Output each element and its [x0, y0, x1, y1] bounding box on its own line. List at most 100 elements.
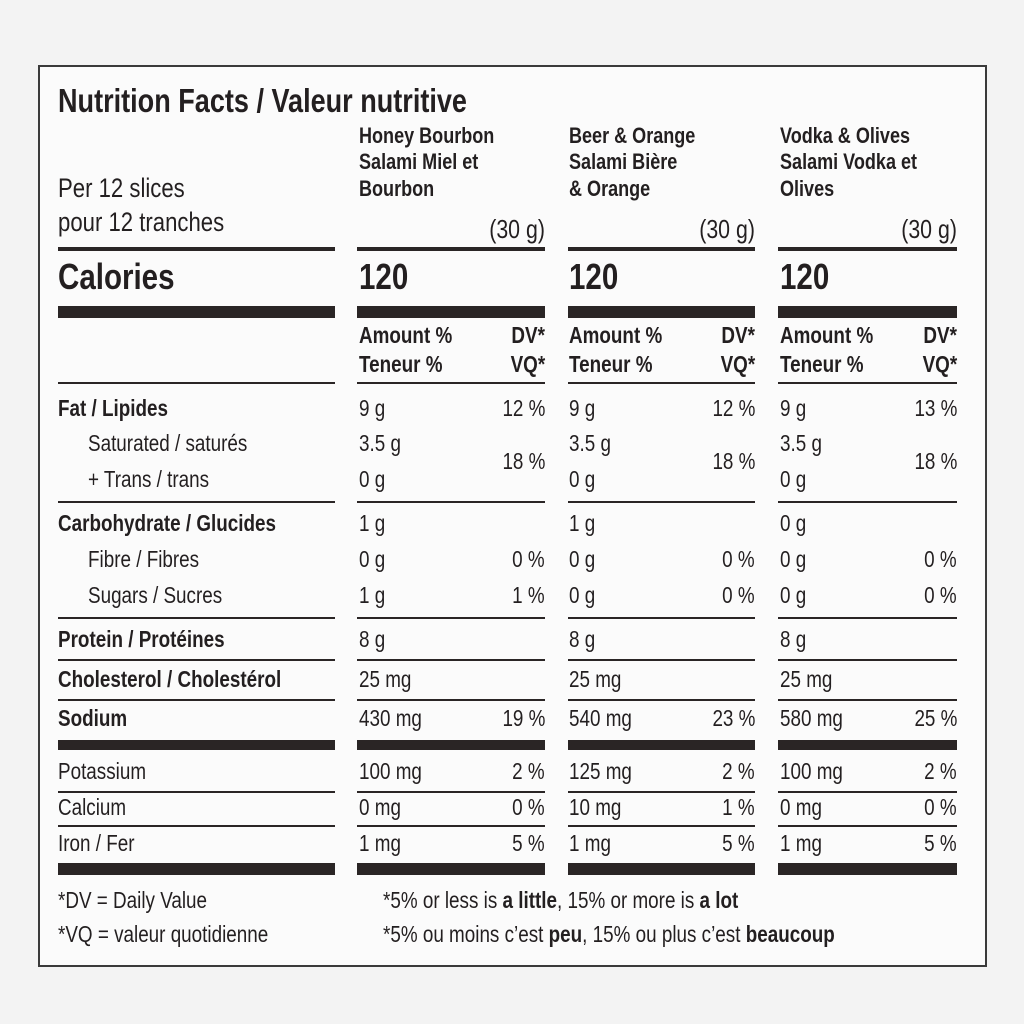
- footnote-part: a lot: [699, 887, 739, 914]
- rule: [568, 659, 755, 661]
- amount: 540 mg: [569, 705, 632, 732]
- daily-value: 18 %: [502, 448, 545, 475]
- daily-value: 13 %: [914, 395, 957, 422]
- column-header: Amount %: [780, 322, 874, 349]
- rule: [357, 699, 545, 701]
- calories-value: 120: [569, 256, 619, 298]
- rule: [58, 617, 335, 619]
- rule: [778, 699, 957, 701]
- rule: [58, 825, 335, 827]
- footnote-part: peu: [548, 921, 583, 948]
- rule: [778, 617, 957, 619]
- rule: [568, 825, 755, 827]
- amount: 0 g: [569, 546, 596, 573]
- rule: [778, 247, 957, 251]
- product-name: Honey Bourbon: [359, 122, 495, 148]
- serving-text: pour 12 tranches: [58, 206, 225, 237]
- product-name: Olives: [780, 175, 835, 201]
- daily-value: 19 %: [502, 705, 545, 732]
- rule: [357, 863, 545, 875]
- amount: 1 mg: [780, 830, 822, 857]
- daily-value: 25 %: [914, 705, 957, 732]
- footnote-part: , 15% or more is: [556, 887, 700, 914]
- rule: [778, 659, 957, 661]
- footnote-part: , 15% ou plus c’est: [582, 921, 746, 948]
- daily-value: 12 %: [502, 395, 545, 422]
- amount: 0 g: [780, 582, 807, 609]
- column-header: DV*: [923, 322, 957, 349]
- daily-value: 18 %: [914, 448, 957, 475]
- product-name: & Orange: [569, 175, 651, 201]
- amount: 125 mg: [569, 758, 632, 785]
- product-name: Bourbon: [359, 175, 435, 201]
- nutrient-label: Carbohydrate / Glucides: [58, 510, 277, 537]
- title: Nutrition Facts / Valeur nutritive: [58, 82, 467, 120]
- rule: [58, 740, 335, 750]
- daily-value: 1 %: [722, 794, 755, 821]
- daily-value: 0 %: [924, 794, 957, 821]
- rule: [58, 791, 335, 793]
- amount: 0 g: [569, 466, 596, 493]
- column-header: Teneur %: [780, 351, 864, 378]
- amount: 25 mg: [780, 666, 833, 693]
- nutrient-label: Sodium: [58, 705, 128, 732]
- serving-size: (30 g): [489, 214, 545, 245]
- nutrition-label: [38, 65, 987, 967]
- rule: [568, 382, 755, 384]
- daily-value: 2 %: [924, 758, 957, 785]
- daily-value: 18 %: [712, 448, 755, 475]
- amount: 1 mg: [569, 830, 611, 857]
- nutrient-label: Calcium: [58, 794, 127, 821]
- amount: 9 g: [359, 395, 386, 422]
- rule: [357, 382, 545, 384]
- amount: 10 mg: [569, 794, 622, 821]
- rule: [58, 863, 335, 875]
- amount: 9 g: [569, 395, 596, 422]
- amount: 580 mg: [780, 705, 843, 732]
- column-header: DV*: [511, 322, 545, 349]
- rule: [778, 382, 957, 384]
- rule: [568, 306, 755, 318]
- amount: 0 g: [569, 582, 596, 609]
- amount: 0 g: [780, 546, 807, 573]
- footnote-part: *5% ou moins c’est: [383, 921, 549, 948]
- nutrient-label: Iron / Fer: [58, 830, 135, 857]
- product-name: Salami Bière: [569, 148, 678, 174]
- nutrient-label: Saturated / saturés: [88, 430, 248, 457]
- amount: 0 g: [359, 466, 386, 493]
- rule: [58, 306, 335, 318]
- footnote: *5% or less is a little, 15% or more is …: [383, 887, 738, 915]
- rule: [778, 740, 957, 750]
- daily-value: 0 %: [924, 582, 957, 609]
- calories-value: 120: [780, 256, 830, 298]
- serving-text: Per 12 slices: [58, 172, 185, 203]
- daily-value: 0 %: [512, 794, 545, 821]
- rule: [568, 863, 755, 875]
- rule: [778, 501, 957, 503]
- amount: 3.5 g: [780, 430, 822, 457]
- amount: 100 mg: [780, 758, 843, 785]
- column-header: VQ*: [922, 351, 957, 378]
- rule: [357, 501, 545, 503]
- footnote-part: a little: [502, 887, 557, 914]
- amount: 0 g: [359, 546, 386, 573]
- calories-label: Calories: [58, 256, 175, 298]
- rule: [778, 306, 957, 318]
- rule: [357, 791, 545, 793]
- rule: [568, 699, 755, 701]
- daily-value: 12 %: [712, 395, 755, 422]
- daily-value: 0 %: [512, 546, 545, 573]
- amount: 1 mg: [359, 830, 401, 857]
- rule: [357, 825, 545, 827]
- footnote: *5% ou moins c’est peu, 15% ou plus c’es…: [383, 921, 835, 949]
- daily-value: 0 %: [722, 582, 755, 609]
- daily-value: 2 %: [512, 758, 545, 785]
- nutrient-label: Fat / Lipides: [58, 395, 169, 422]
- rule: [778, 791, 957, 793]
- rule: [568, 617, 755, 619]
- amount: 430 mg: [359, 705, 422, 732]
- footnote: *VQ = valeur quotidienne: [58, 921, 269, 948]
- footnote-part: beaucoup: [745, 921, 835, 948]
- amount: 8 g: [359, 626, 386, 653]
- amount: 8 g: [569, 626, 596, 653]
